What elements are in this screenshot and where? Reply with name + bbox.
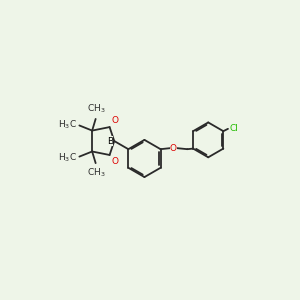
Text: B: B bbox=[107, 136, 113, 146]
Text: CH$_3$: CH$_3$ bbox=[88, 167, 106, 179]
Text: O: O bbox=[112, 157, 119, 166]
Text: H$_3$C: H$_3$C bbox=[58, 118, 77, 130]
Text: O: O bbox=[112, 116, 119, 125]
Text: H$_3$C: H$_3$C bbox=[58, 152, 77, 164]
Text: Cl: Cl bbox=[229, 124, 238, 133]
Text: O: O bbox=[170, 143, 177, 152]
Text: CH$_3$: CH$_3$ bbox=[88, 103, 106, 116]
